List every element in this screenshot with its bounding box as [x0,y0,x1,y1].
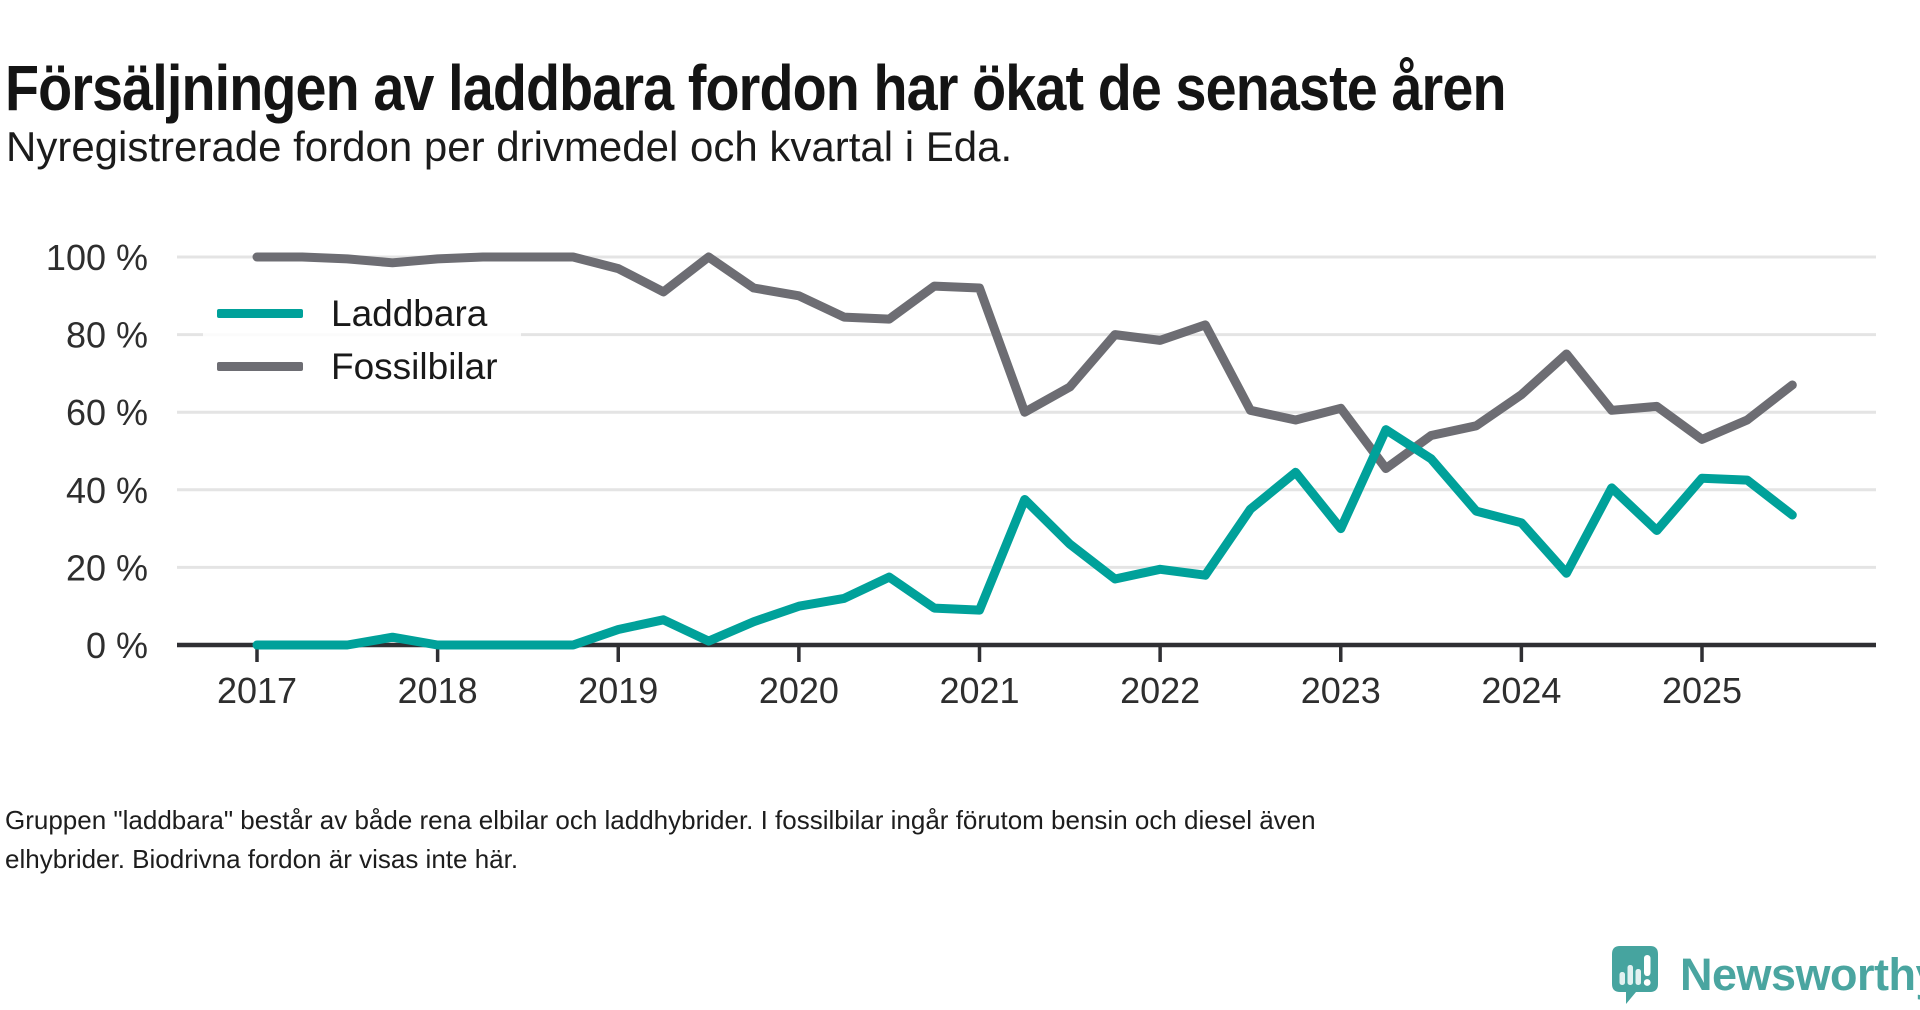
footnote: Gruppen "laddbara" består av både rena e… [5,801,1316,879]
x-axis-label: 2023 [1301,670,1381,711]
series-line-fossilbilar [252,252,1797,473]
newsworthy-logo-icon [1612,946,1658,1004]
x-axis-label: 2019 [578,670,658,711]
y-axis-label: 80 % [66,315,148,356]
legend-item-fossilbilar: Fossilbilar [217,348,521,385]
x-axis-label: 2022 [1120,670,1200,711]
page-title: Försäljningen av laddbara fordon har öka… [5,51,1506,124]
footnote-line-1: Gruppen "laddbara" består av både rena e… [5,805,1316,835]
chart-subtitle: Nyregistrerade fordon per drivmedel och … [6,123,1013,170]
x-axis-label: 2024 [1481,670,1561,711]
y-axis-label: 0 % [86,625,148,666]
footnote-line-2: elhybrider. Biodrivna fordon är visas in… [5,844,519,874]
x-axis-label: 2017 [217,670,297,711]
legend: Laddbara Fossilbilar [203,281,521,399]
y-axis-label: 20 % [66,547,148,588]
y-axis-label: 40 % [66,470,148,511]
legend-swatch-fossilbilar [217,362,303,371]
y-axis-label: 60 % [66,392,148,433]
exclamation-icon [1643,955,1651,986]
legend-item-laddbara: Laddbara [217,295,521,332]
x-axis-label: 2018 [398,670,478,711]
x-axis-label: 2021 [939,670,1019,711]
legend-label: Laddbara [331,293,488,334]
newsworthy-logo-text: Newsworthy [1680,949,1920,1000]
y-axis-label: 100 % [46,237,148,278]
x-axis-label: 2020 [759,670,839,711]
series-line-laddbara [252,425,1797,650]
bar-chart-icon [1619,965,1641,985]
legend-swatch-laddbara [217,309,303,318]
newsworthy-logo: Newsworthy [1606,944,1920,1006]
x-axis-label: 2025 [1662,670,1742,711]
legend-label: Fossilbilar [331,346,498,387]
